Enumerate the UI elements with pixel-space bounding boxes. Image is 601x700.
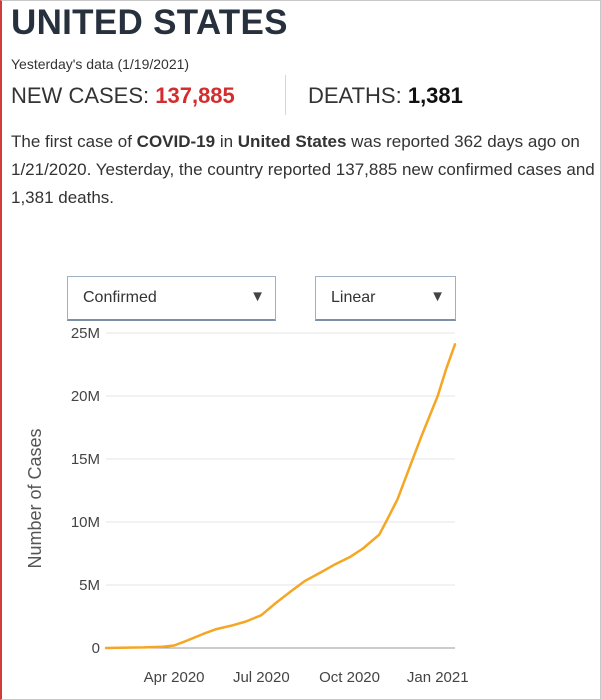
new-cases-value: 137,885 <box>155 83 235 108</box>
y-tick-label: 15M <box>71 451 100 468</box>
summary-country: United States <box>237 132 347 151</box>
chevron-down-icon: ▼ <box>430 288 445 305</box>
deaths-stat: DEATHS: 1,381 <box>308 83 463 109</box>
metric-select-value: Confirmed <box>83 289 157 306</box>
scale-select[interactable]: Linear ▼ <box>315 276 456 321</box>
summary-disease: COVID-19 <box>136 132 216 151</box>
scale-select-value: Linear <box>331 289 376 306</box>
deaths-label: DEATHS: <box>308 83 408 108</box>
new-cases-label: NEW CASES: <box>11 83 156 108</box>
page-title: UNITED STATES <box>11 3 288 42</box>
summary-part-2: in <box>215 132 238 151</box>
stats-row: NEW CASES: 137,885 DEATHS: 1,381 <box>11 75 601 117</box>
x-tick-label: Jul 2020 <box>233 669 290 686</box>
metric-select[interactable]: Confirmed ▼ <box>67 276 276 321</box>
y-tick-label: 5M <box>79 577 100 594</box>
y-tick-label: 20M <box>71 388 100 405</box>
data-date-subtitle: Yesterday's data (1/19/2021) <box>11 56 190 72</box>
y-tick-label: 25M <box>71 325 100 342</box>
x-tick-label: Apr 2020 <box>144 669 205 686</box>
y-axis-title: Number of Cases <box>25 428 45 568</box>
stats-divider <box>285 75 286 115</box>
x-tick-label: Jan 2021 <box>407 669 469 686</box>
summary-part-1: The first case of <box>11 132 137 151</box>
x-tick-label: Oct 2020 <box>319 669 380 686</box>
chevron-down-icon: ▼ <box>250 288 265 305</box>
summary-text: The first case of COVID-19 in United Sta… <box>11 128 596 212</box>
new-cases-stat: NEW CASES: 137,885 <box>11 83 235 109</box>
y-tick-label: 10M <box>71 514 100 531</box>
confirmed-cases-line <box>104 343 457 650</box>
deaths-value: 1,381 <box>407 83 463 108</box>
summary-part-3: was reported 362 days ago on 1/21/2020. … <box>11 132 595 207</box>
y-tick-label: 0 <box>92 640 100 657</box>
